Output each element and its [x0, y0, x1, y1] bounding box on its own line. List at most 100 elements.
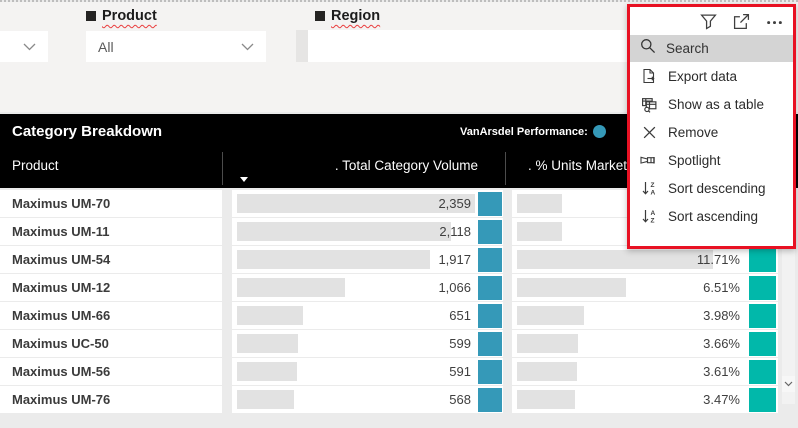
sort-indicator-icon — [240, 177, 248, 182]
volume-value: 1,066 — [438, 280, 471, 295]
menu-item-export-data[interactable]: Export data — [630, 62, 793, 90]
search-input[interactable]: Search — [630, 35, 793, 62]
visual-header-toolbar — [630, 7, 793, 35]
pct-bar — [517, 250, 713, 269]
performance-square-icon — [478, 219, 502, 244]
product-cell[interactable]: Maximus UM-54 — [0, 246, 222, 273]
product-slicer-label: Product — [86, 8, 157, 24]
column-header-pct[interactable]: . % Units Market — [527, 158, 627, 173]
product-cell[interactable]: Maximus UM-70 — [0, 190, 222, 217]
volume-value: 1,917 — [438, 252, 471, 267]
pct-bar — [517, 390, 575, 409]
volume-cell[interactable]: 2,118 — [232, 218, 503, 245]
menu-item-label: Remove — [668, 124, 719, 140]
menu-item-sort-ascending[interactable]: A Z Sort ascending — [630, 202, 793, 230]
menu-item-remove[interactable]: Remove — [630, 118, 793, 146]
table-row[interactable]: Maximus UC-50 599 3.66% — [0, 330, 798, 358]
table-row[interactable]: Maximus UM-76 568 3.47% — [0, 386, 798, 414]
scroll-down-icon[interactable] — [782, 376, 795, 392]
svg-text:A: A — [650, 210, 655, 217]
volume-cell[interactable]: 1,917 — [232, 246, 503, 273]
pct-cell[interactable]: 3.47% — [512, 386, 778, 413]
column-header-volume[interactable]: . Total Category Volume — [334, 158, 478, 173]
partial-slicer-dropdown[interactable] — [0, 31, 48, 62]
region-slicer-label: Region — [315, 8, 380, 24]
legend-label: VanArsdel Performance: — [460, 125, 588, 138]
pct-value: 11.71% — [696, 252, 740, 267]
product-label-text: Product — [102, 8, 157, 24]
region-slicer-track — [308, 30, 627, 62]
export-data-icon — [640, 67, 658, 85]
region-slicer: CentralEast — [296, 30, 686, 62]
pct-cell[interactable]: 3.61% — [512, 358, 778, 385]
more-options-icon[interactable] — [765, 12, 783, 30]
volume-cell[interactable]: 568 — [232, 386, 503, 413]
menu-item-label: Sort descending — [668, 180, 766, 196]
table-row[interactable]: Maximus UM-54 1,917 11.71% — [0, 246, 798, 274]
menu-item-label: Show as a table — [668, 96, 765, 112]
performance-square-icon — [478, 359, 502, 384]
product-slicer-dropdown[interactable]: All — [86, 31, 266, 62]
table-row[interactable]: Maximus UM-12 1,066 6.51% — [0, 274, 798, 302]
volume-cell[interactable]: 1,066 — [232, 274, 503, 301]
performance-square-icon — [478, 247, 502, 272]
volume-bar — [237, 278, 345, 297]
pct-cell[interactable]: 3.98% — [512, 302, 778, 329]
table-row[interactable]: Maximus UM-56 591 3.61% — [0, 358, 798, 386]
performance-square-icon — [478, 387, 502, 412]
menu-item-label: Sort ascending — [668, 208, 759, 224]
volume-cell[interactable]: 2,359 — [232, 190, 503, 217]
pct-value: 3.47% — [703, 392, 740, 407]
pct-performance-square-icon — [749, 359, 776, 384]
product-name: Maximus UM-12 — [12, 280, 111, 295]
volume-bar — [237, 390, 294, 409]
legend-dot-icon — [592, 125, 606, 138]
column-divider — [222, 152, 223, 185]
product-cell[interactable]: Maximus UM-12 — [0, 274, 222, 301]
volume-bar — [237, 222, 451, 241]
visual-context-menu: Search Export data Show as a table Remove S… — [627, 4, 796, 249]
focus-mode-icon[interactable] — [732, 12, 750, 30]
menu-item-sort-descending[interactable]: Z A Sort descending — [630, 174, 793, 202]
pct-performance-square-icon — [749, 387, 776, 412]
pct-bar — [517, 362, 577, 381]
product-cell[interactable]: Maximus UM-56 — [0, 358, 222, 385]
pct-bar — [517, 222, 562, 241]
menu-item-spotlight[interactable]: Spotlight — [630, 146, 793, 174]
performance-square-icon — [478, 303, 502, 328]
volume-value: 2,118 — [439, 224, 471, 239]
column-header-product[interactable]: Product — [12, 158, 59, 173]
performance-square-icon — [478, 191, 502, 216]
volume-bar — [237, 306, 303, 325]
product-cell[interactable]: Maximus UM-66 — [0, 302, 222, 329]
pct-cell[interactable]: 3.66% — [512, 330, 778, 357]
table-row[interactable]: Maximus UM-66 651 3.98% — [0, 302, 798, 330]
pct-bar — [517, 334, 578, 353]
spotlight-icon — [640, 151, 658, 169]
volume-bar — [237, 362, 297, 381]
product-cell[interactable]: Maximus UM-76 — [0, 386, 222, 413]
visual-title: Category Breakdown — [12, 123, 163, 140]
volume-cell[interactable]: 651 — [232, 302, 503, 329]
menu-item-show-as-a-table[interactable]: Show as a table — [630, 90, 793, 118]
volume-value: 599 — [449, 336, 471, 351]
menu-item-label: Spotlight — [668, 152, 721, 168]
pct-cell[interactable]: 11.71% — [512, 246, 778, 273]
volume-bar — [237, 250, 430, 269]
volume-cell[interactable]: 591 — [232, 358, 503, 385]
pct-performance-square-icon — [749, 331, 776, 356]
product-name: Maximus UM-70 — [12, 196, 111, 211]
volume-value: 651 — [449, 308, 471, 323]
svg-text:Z: Z — [650, 182, 654, 189]
pct-performance-square-icon — [749, 275, 776, 300]
product-cell[interactable]: Maximus UC-50 — [0, 330, 222, 357]
performance-square-icon — [478, 331, 502, 356]
volume-cell[interactable]: 599 — [232, 330, 503, 357]
pct-cell[interactable]: 6.51% — [512, 274, 778, 301]
product-name: Maximus UM-54 — [12, 252, 111, 267]
product-cell[interactable]: Maximus UM-11 — [0, 218, 222, 245]
filter-icon[interactable] — [699, 12, 717, 30]
